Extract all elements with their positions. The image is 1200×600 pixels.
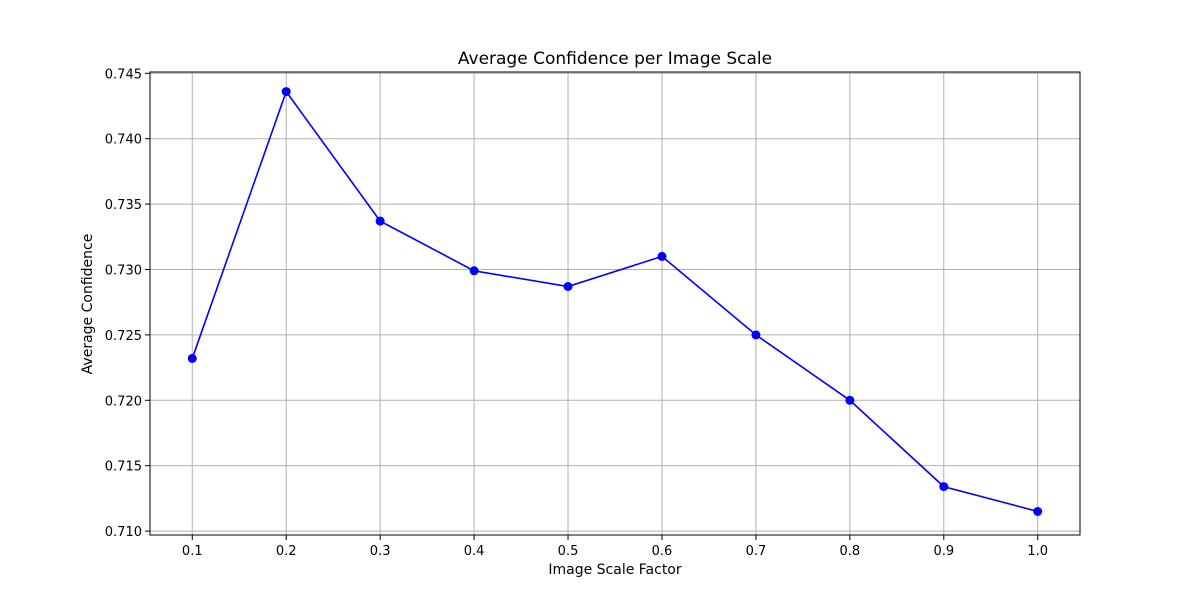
x-tick-label: 1.0 (1027, 544, 1048, 559)
data-point (375, 216, 385, 226)
data-point (939, 482, 949, 492)
y-tick-label: 0.715 (105, 460, 142, 475)
data-point (469, 266, 479, 276)
x-axis-title: Image Scale Factor (548, 562, 682, 578)
x-tick-label: 0.8 (840, 544, 861, 559)
x-tick-label: 0.7 (746, 544, 767, 559)
data-point (1033, 506, 1043, 516)
data-point (657, 251, 667, 261)
grid (150, 72, 1080, 535)
data-point (751, 330, 761, 340)
data-point (187, 353, 197, 363)
x-tick-label: 0.9 (933, 544, 954, 559)
data-point (563, 281, 573, 291)
y-tick-label: 0.710 (105, 525, 142, 540)
y-tick-label: 0.740 (105, 133, 142, 148)
x-tick-label: 0.6 (652, 544, 673, 559)
x-tick-label: 0.1 (182, 544, 203, 559)
chart-title: Average Confidence per Image Scale (458, 49, 772, 69)
y-tick-label: 0.735 (105, 198, 142, 213)
y-tick-label: 0.730 (105, 263, 142, 278)
series-layer (187, 87, 1043, 516)
plot-frame (149, 71, 1081, 536)
ticks: 0.1 0.2 0.3 0.4 0.5 0.6 0.7 0.8 0.9 1.0 0.710 0.715… (105, 67, 1048, 559)
data-point (845, 395, 855, 405)
y-axis-title: Average Confidence (80, 234, 96, 375)
data-point (281, 87, 291, 97)
y-tick-label: 0.720 (105, 394, 142, 409)
y-tick-label: 0.725 (105, 329, 142, 344)
y-tick-label: 0.745 (105, 67, 142, 82)
x-tick-label: 0.2 (276, 544, 297, 559)
x-tick-label: 0.4 (464, 544, 485, 559)
x-tick-label: 0.3 (370, 544, 391, 559)
x-tick-label: 0.5 (558, 544, 579, 559)
series-line (191, 89, 1038, 513)
